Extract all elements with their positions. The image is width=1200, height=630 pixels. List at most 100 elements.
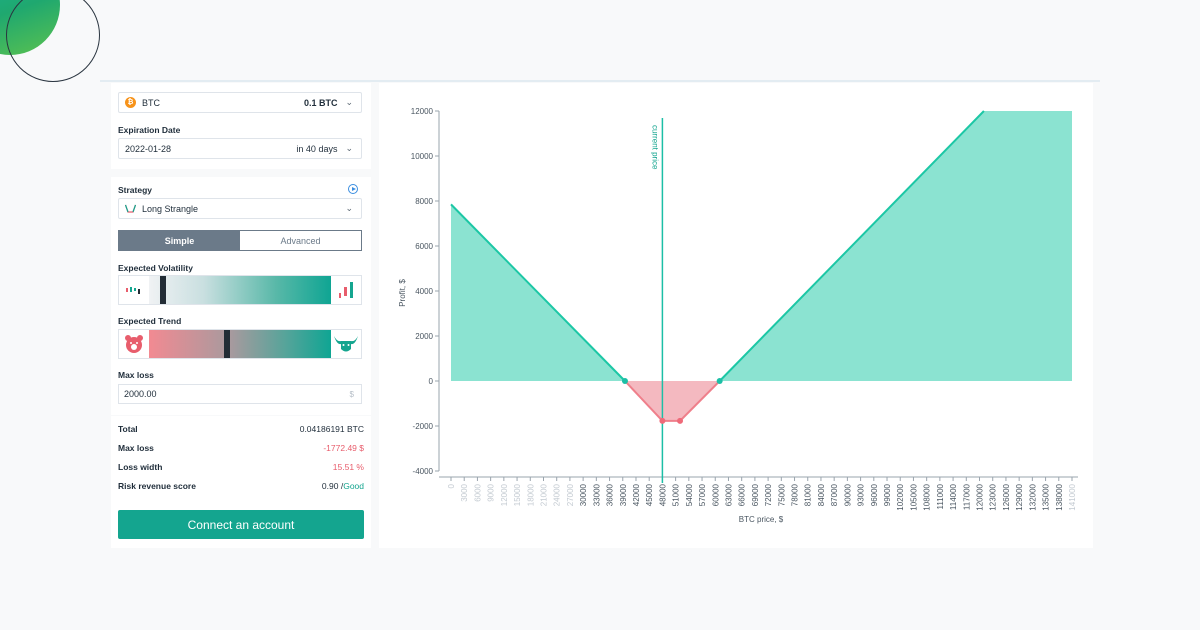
bitcoin-icon: ₿: [125, 97, 136, 108]
y-tick-label: 0: [429, 377, 434, 386]
summary-max-loss-row: Max loss -1772.49 $: [118, 443, 364, 453]
play-icon[interactable]: [348, 184, 358, 194]
volatility-slider[interactable]: [118, 275, 362, 305]
x-tick-label: 87000: [830, 483, 839, 506]
high-volatility-icon: [331, 276, 361, 304]
y-axis-label: Profit, $: [398, 279, 407, 307]
payoff-line-loss-right: [679, 380, 721, 422]
volatility-track[interactable]: [149, 276, 331, 304]
x-tick-label: 78000: [791, 483, 800, 506]
bull-icon: [331, 330, 361, 358]
risk-label: Risk revenue score: [118, 481, 196, 491]
x-tick-label: 72000: [764, 483, 773, 506]
x-tick-label: 51000: [672, 483, 681, 506]
x-tick-label: 39000: [619, 483, 628, 506]
summary-card: Total 0.04186191 BTC Max loss -1772.49 $…: [111, 416, 371, 548]
x-tick-label: 48000: [658, 483, 667, 506]
risk-rating: Good: [343, 481, 364, 491]
bear-icon: [119, 330, 149, 358]
trend-slider[interactable]: [118, 329, 362, 359]
x-tick-label: 54000: [685, 483, 694, 506]
x-tick-label: 126000: [1002, 483, 1011, 510]
risk-value: 0.90 /: [321, 481, 344, 491]
x-tick-label: 108000: [923, 483, 932, 510]
x-tick-label: 105000: [909, 483, 918, 510]
low-volatility-icon: [119, 276, 149, 304]
volatility-thumb[interactable]: [159, 276, 166, 304]
strategy-card: Strategy Long Strangle ⌄ Simple Advanced…: [111, 177, 371, 415]
x-tick-label: 36000: [606, 483, 615, 506]
total-label: Total: [118, 424, 138, 434]
x-tick-label: 75000: [777, 483, 786, 506]
x-tick-label: 15000: [513, 483, 522, 506]
strategy-value: Long Strangle: [142, 203, 199, 214]
x-tick-label: 81000: [804, 483, 813, 506]
x-tick-label: 57000: [698, 483, 707, 506]
trend-thumb[interactable]: [223, 330, 230, 358]
x-tick-label: 24000: [553, 483, 562, 506]
x-tick-label: 3000: [460, 483, 469, 501]
x-tick-label: 18000: [526, 483, 535, 506]
strategy-select[interactable]: Long Strangle ⌄: [118, 198, 362, 219]
x-tick-label: 60000: [711, 483, 720, 506]
x-tick-label: 120000: [976, 483, 985, 510]
x-tick-label: 123000: [989, 483, 998, 510]
y-tick-label: 8000: [415, 197, 433, 206]
y-tick-label: 12000: [411, 107, 434, 116]
payoff-chart-card: 12000 10000 8000 6000 4000 2000 0 -2000 -4000 0 30…: [379, 83, 1093, 548]
payoff-line-right: [718, 110, 985, 382]
y-tick-label: -4000: [413, 467, 434, 476]
trend-track[interactable]: [149, 330, 331, 358]
risk-value-group: 0.90 /Good: [322, 481, 364, 491]
x-tick-label: 141000: [1068, 483, 1077, 510]
x-tick-label: 90000: [843, 483, 852, 506]
summary-loss-width-row: Loss width 15.51 %: [118, 462, 364, 472]
y-tick-label: 10000: [411, 152, 434, 161]
x-tick-label: 117000: [962, 483, 971, 510]
decorative-ring: [6, 0, 100, 82]
connect-account-button[interactable]: Connect an account: [118, 510, 364, 539]
tab-advanced[interactable]: Advanced: [240, 231, 361, 250]
breakeven-point: [716, 378, 723, 384]
payoff-line-left: [450, 203, 626, 382]
total-value: 0.04186191 BTC: [299, 424, 364, 434]
long-strangle-icon: [125, 204, 136, 213]
max-loss-unit: $: [349, 389, 354, 399]
payoff-line-loss-left: [624, 380, 664, 422]
strategy-label: Strategy: [118, 185, 153, 195]
max-loss-input[interactable]: 2000.00 $: [118, 384, 362, 404]
x-tick-label: 135000: [1042, 483, 1051, 510]
loss-area: [624, 381, 720, 421]
asset-select[interactable]: ₿ BTC 0.1 BTC ⌄: [118, 92, 362, 113]
header-divider: [100, 80, 1100, 82]
x-tick-label: 21000: [539, 483, 548, 506]
x-tick-label: 111000: [936, 483, 945, 509]
profit-area-right: [719, 111, 1072, 381]
expiration-relative: in 40 days: [296, 143, 338, 154]
loss-width-label: Loss width: [118, 462, 163, 472]
x-tick-label: 0: [447, 483, 456, 488]
summary-total-row: Total 0.04186191 BTC: [118, 424, 364, 434]
loss-width-value: 15.51 %: [332, 462, 364, 472]
max-loss-input-value: 2000.00: [124, 389, 157, 399]
x-tick-label: 84000: [817, 483, 826, 506]
x-tick-label: 63000: [724, 483, 733, 506]
max-loss-label: Max loss: [118, 370, 154, 380]
chevron-down-icon: ⌄: [345, 143, 353, 153]
x-tick-label: 132000: [1028, 483, 1037, 510]
chevron-down-icon: ⌄: [345, 97, 353, 107]
chevron-down-icon: ⌄: [345, 203, 353, 213]
expiration-date: 2022-01-28: [125, 143, 172, 154]
volatility-label: Expected Volatility: [118, 263, 193, 273]
y-tick-label: 2000: [415, 332, 433, 341]
tab-simple[interactable]: Simple: [119, 231, 240, 250]
breakeven-point: [621, 378, 628, 384]
x-axis-label: BTC price, $: [739, 515, 784, 524]
x-tick-label: 99000: [883, 483, 892, 506]
strike-point: [677, 417, 684, 424]
expiration-select[interactable]: 2022-01-28 in 40 days ⌄: [118, 138, 362, 159]
x-tick-label: 6000: [473, 483, 482, 501]
max-loss-summary-value: -1772.49 $: [323, 443, 364, 453]
payoff-chart: 12000 10000 8000 6000 4000 2000 0 -2000 -4000 0 30…: [398, 107, 1078, 524]
summary-risk-row: Risk revenue score 0.90 /Good: [118, 481, 364, 491]
